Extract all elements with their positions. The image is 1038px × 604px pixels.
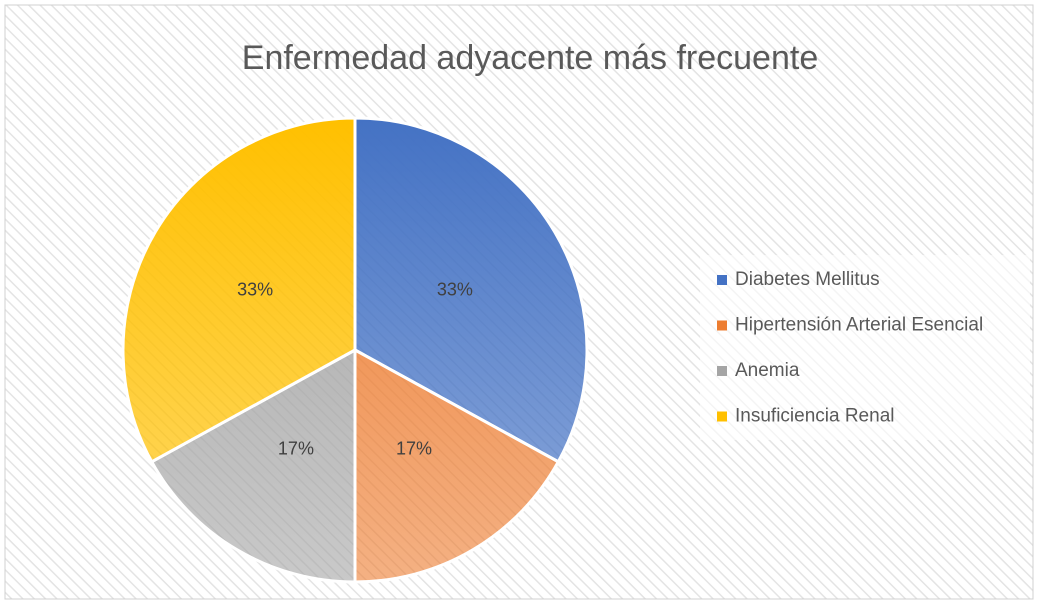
pie-slice	[353, 347, 561, 584]
legend-label: Hipertensión Arterial Esencial	[735, 315, 983, 336]
data-label: 33%	[437, 280, 473, 300]
data-label: 17%	[396, 439, 432, 459]
data-label: 17%	[278, 439, 314, 459]
legend-marker	[717, 411, 727, 422]
legend-marker	[717, 320, 727, 331]
legend-marker	[717, 366, 727, 376]
pie-slice	[149, 347, 357, 584]
legend-label: Anemia	[735, 360, 800, 381]
data-label: 33%	[237, 280, 273, 300]
pie-slice	[353, 116, 589, 464]
legend-label: Diabetes Mellitus	[735, 269, 880, 290]
legend-label: Insuficiencia Renal	[735, 406, 894, 427]
legend-background	[700, 255, 1030, 440]
pie-slice	[121, 116, 357, 464]
legend-marker	[717, 275, 727, 285]
chart-title: Enfermedad adyacente más frecuente	[242, 39, 818, 77]
